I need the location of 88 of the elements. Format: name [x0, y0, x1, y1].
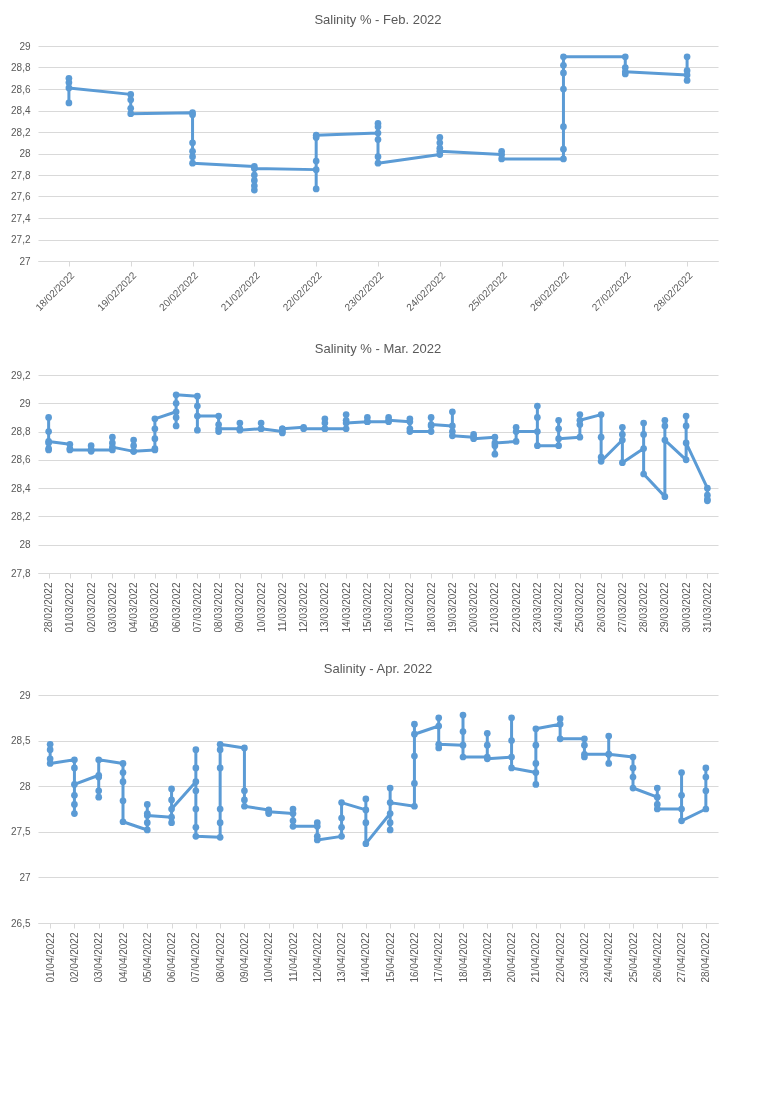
x-tick-label: 17/04/2022	[433, 932, 445, 983]
chart-title: Salinity % - Mar. 2022	[314, 341, 442, 356]
x-tick-label: 27/04/2022	[676, 932, 688, 983]
x-tick-label: 17/03/2022	[404, 582, 416, 633]
x-tick-label: 12/03/2022	[298, 582, 310, 633]
x-tick-label: 14/03/2022	[340, 582, 352, 633]
y-tick-label: 27	[19, 871, 31, 883]
x-tick-label: 11/04/2022	[287, 932, 299, 982]
x-tick-label: 06/03/2022	[170, 582, 182, 633]
x-tick-label: 18/03/2022	[425, 582, 437, 633]
x-tick-label: 16/04/2022	[408, 932, 420, 983]
x-tick-label: 08/03/2022	[213, 582, 225, 633]
x-tick-label: 21/03/2022	[489, 582, 501, 633]
y-tick-label: 27,5	[11, 826, 31, 838]
y-tick-label: 29	[19, 40, 31, 52]
y-tick-label: 28,2	[11, 510, 31, 522]
y-tick-label: 28	[19, 148, 31, 159]
y-tick-label: 27,2	[11, 234, 31, 245]
x-tick-label: 15/03/2022	[361, 582, 373, 633]
x-tick-label: 31/03/2022	[701, 582, 713, 633]
y-tick-label: 27	[19, 255, 31, 267]
y-tick-label: 28,4	[11, 105, 31, 116]
x-tick-label: 25/04/2022	[627, 932, 639, 983]
x-tick-label: 13/03/2022	[319, 582, 331, 633]
x-tick-label: 20/03/2022	[468, 582, 480, 633]
y-tick-label: 28,6	[11, 454, 31, 466]
y-tick-label: 29	[19, 397, 31, 409]
x-tick-label: 19/04/2022	[481, 932, 493, 983]
x-tick-label: 02/04/2022	[68, 932, 80, 983]
x-tick-label: 08/04/2022	[214, 932, 226, 983]
x-tick-label: 04/04/2022	[117, 932, 129, 983]
y-tick-label: 26,5	[11, 917, 31, 929]
x-tick-label: 19/03/2022	[446, 582, 458, 633]
x-tick-label: 04/03/2022	[128, 582, 140, 633]
x-tick-label: 06/04/2022	[166, 932, 178, 983]
x-tick-label: 07/04/2022	[190, 932, 202, 983]
x-tick-label: 22/03/2022	[510, 582, 522, 633]
x-tick-label: 16/03/2022	[383, 582, 395, 633]
x-tick-label: 09/03/2022	[234, 582, 246, 633]
y-tick-label: 28	[19, 780, 31, 792]
x-tick-label: 11/03/2022	[276, 582, 288, 632]
x-tick-label: 14/04/2022	[360, 932, 372, 983]
x-tick-label: 05/03/2022	[149, 582, 161, 633]
x-tick-label: 05/04/2022	[141, 932, 153, 983]
x-tick-label: 26/04/2022	[651, 932, 663, 983]
x-tick-label: 03/04/2022	[93, 932, 105, 983]
x-tick-label: 29/03/2022	[659, 582, 671, 633]
y-tick-label: 28,6	[11, 83, 31, 95]
x-tick-label: 07/03/2022	[191, 582, 203, 633]
y-tick-label: 28,2	[11, 126, 31, 138]
x-tick-label: 28/03/2022	[638, 582, 650, 633]
y-tick-label: 28,4	[11, 482, 31, 494]
y-tick-label: 27,4	[11, 212, 31, 224]
x-tick-label: 13/04/2022	[336, 932, 348, 983]
x-tick-label: 01/03/2022	[64, 582, 76, 633]
y-tick-label: 28,5	[11, 735, 31, 747]
y-tick-label: 29,2	[11, 369, 31, 381]
x-tick-label: 26/03/2022	[595, 582, 607, 633]
x-tick-label: 10/04/2022	[263, 932, 275, 983]
x-tick-label: 28/04/2022	[700, 932, 712, 983]
y-tick-label: 27,8	[11, 169, 31, 181]
x-tick-label: 01/04/2022	[44, 932, 56, 983]
x-tick-label: 30/03/2022	[680, 582, 692, 633]
x-tick-label: 25/03/2022	[574, 582, 586, 633]
x-tick-label: 24/04/2022	[603, 932, 615, 983]
y-tick-label: 27,6	[11, 191, 31, 202]
x-tick-label: 12/04/2022	[311, 932, 323, 983]
x-tick-label: 15/04/2022	[384, 932, 396, 983]
x-tick-label: 03/03/2022	[106, 582, 118, 633]
x-tick-label: 02/03/2022	[85, 582, 97, 633]
y-tick-label: 27,8	[11, 567, 31, 579]
x-tick-label: 27/03/2022	[616, 582, 628, 633]
x-tick-label: 28/02/2022	[43, 582, 55, 633]
chart-title: Salinity % - Feb. 2022	[314, 12, 442, 27]
x-tick-label: 24/03/2022	[553, 582, 565, 633]
x-tick-label: 20/04/2022	[506, 932, 518, 983]
y-tick-label: 28	[19, 539, 31, 551]
x-tick-label: 22/04/2022	[554, 932, 566, 983]
y-tick-label: 28,8	[11, 426, 31, 438]
chart-title: Salinity - Apr. 2022	[323, 661, 433, 676]
y-tick-label: 29	[19, 689, 31, 701]
x-tick-label: 21/04/2022	[530, 932, 542, 983]
x-tick-label: 23/04/2022	[578, 932, 590, 983]
x-tick-label: 09/04/2022	[238, 932, 250, 983]
x-tick-label: 10/03/2022	[255, 582, 267, 633]
x-tick-label: 23/03/2022	[531, 582, 543, 633]
y-tick-label: 28,8	[11, 62, 31, 73]
x-tick-label: 18/04/2022	[457, 932, 469, 983]
